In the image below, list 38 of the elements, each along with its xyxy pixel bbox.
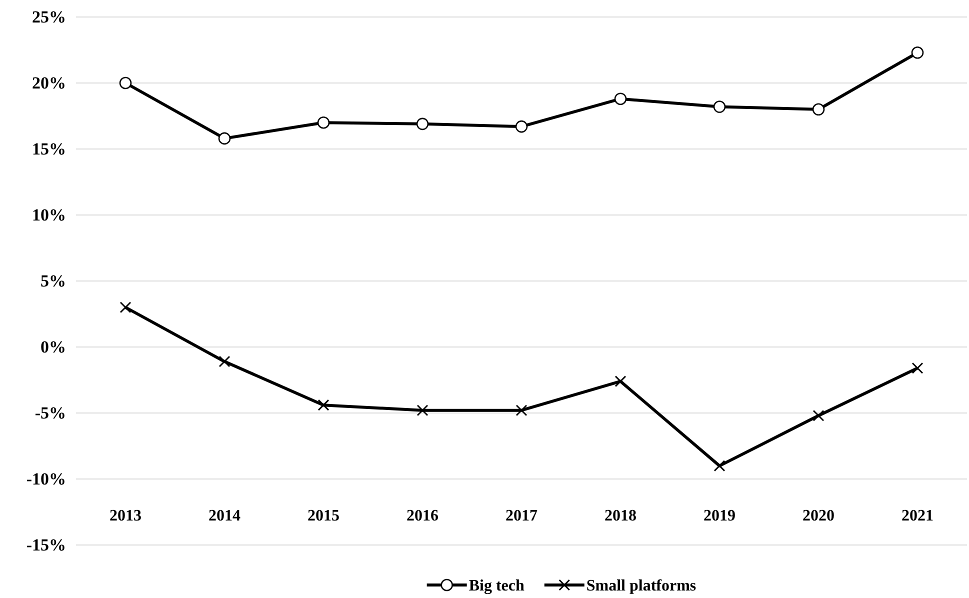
y-tick-label: 20%	[32, 73, 66, 92]
point	[120, 302, 132, 314]
point	[515, 120, 528, 133]
point	[416, 118, 429, 130]
point	[714, 460, 726, 472]
legend-label: Small platforms	[586, 578, 696, 595]
legend-label: Big tech	[468, 578, 524, 595]
y-tick-label: 10%	[32, 205, 66, 224]
x-tick-label: 2017	[506, 508, 538, 525]
x-tick-label: 2020	[802, 508, 834, 525]
y-tick-label: 25%	[32, 7, 66, 26]
x-tick-label: 2016	[406, 508, 438, 525]
point	[812, 410, 824, 422]
point	[317, 116, 330, 129]
point	[218, 356, 230, 368]
y-tick-label: 0%	[40, 337, 66, 356]
point	[812, 103, 825, 116]
point	[911, 46, 924, 59]
point	[912, 362, 924, 374]
x-tick-label: 2013	[110, 508, 142, 525]
point	[614, 376, 626, 388]
y-tick-label: 15%	[32, 139, 66, 158]
x-tick-label: 2019	[704, 508, 736, 525]
point	[318, 399, 330, 411]
point	[119, 76, 132, 90]
point	[516, 404, 528, 416]
x-tick-label: 2015	[308, 508, 340, 525]
y-tick-label: -10%	[26, 469, 66, 488]
point	[218, 132, 231, 145]
x-tick-label: 2021	[902, 508, 934, 525]
x-tick-label: 2018	[604, 508, 636, 525]
y-tick-label: -15%	[26, 535, 66, 554]
point	[614, 92, 627, 105]
point	[713, 100, 726, 113]
y-tick-label: -5%	[34, 403, 66, 422]
x-tick-label: 2014	[208, 508, 240, 525]
point	[416, 404, 428, 416]
y-tick-label: 5%	[40, 271, 66, 290]
